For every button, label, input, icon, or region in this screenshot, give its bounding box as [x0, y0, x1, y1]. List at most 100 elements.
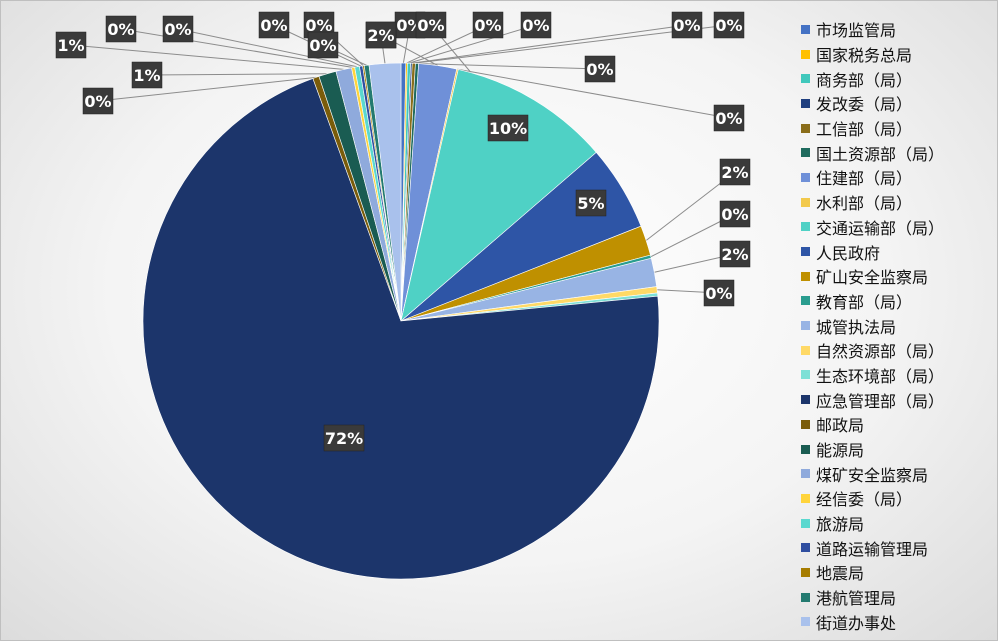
legend-swatch-7	[801, 197, 810, 207]
legend-item-14: 生态环境部（局）	[801, 363, 996, 388]
legend-item-18: 煤矿安全监察局	[801, 461, 996, 486]
legend-label-21: 道路运输管理局	[816, 539, 929, 559]
data-label-box-20	[162, 15, 194, 43]
data-label-text-2: 0%	[522, 16, 549, 35]
legend-label-20: 旅游局	[816, 515, 865, 535]
legend-label-12: 城管执法局	[816, 317, 897, 337]
legend-item-15: 应急管理部（局）	[801, 387, 996, 412]
legend-swatch-17	[801, 444, 810, 454]
data-label-box-21	[258, 11, 290, 39]
data-label-box-14	[415, 11, 447, 39]
legend-swatch-5	[801, 148, 810, 158]
leader-line-19	[120, 28, 354, 68]
legend-swatch-13	[801, 345, 810, 355]
leader-line-2	[408, 24, 537, 64]
data-label-box-1	[472, 11, 504, 39]
data-label-17: 1%	[131, 61, 163, 89]
legend-item-6: 住建部（局）	[801, 165, 996, 190]
legend-swatch-10	[801, 271, 810, 281]
data-label-text-5: 0%	[586, 60, 613, 79]
data-label-text-15: 72%	[325, 429, 363, 448]
data-label-text-23: 0%	[309, 36, 336, 55]
data-label-10: 2%	[719, 158, 751, 186]
legend-item-22: 地震局	[801, 560, 996, 585]
legend-label-23: 港航管理局	[816, 589, 897, 609]
legend-item-9: 人民政府	[801, 239, 996, 264]
legend-label-19: 经信委（局）	[816, 490, 913, 510]
data-label-box-18	[55, 31, 87, 59]
legend-swatch-3	[801, 98, 810, 108]
data-label-box-13	[703, 279, 735, 307]
legend-label-16: 邮政局	[816, 416, 865, 436]
legend-label-18: 煤矿安全监察局	[816, 465, 929, 485]
data-label-text-19: 0%	[107, 20, 134, 39]
data-label-box-2	[520, 11, 552, 39]
legend: 市场监管局 国家税务总局 商务部（局） 发改委（局） 工信部（局） 国土资源部（局） 住建部…	[801, 17, 996, 634]
legend-label-11: 教育部（局）	[816, 292, 913, 312]
data-label-1: 0%	[472, 11, 504, 39]
legend-label-6: 住建部（局）	[816, 169, 913, 189]
data-label-box-10	[719, 158, 751, 186]
legend-label-9: 人民政府	[816, 243, 881, 263]
data-label-text-16: 0%	[84, 92, 111, 111]
data-label-text-20: 0%	[164, 20, 191, 39]
data-label-12: 2%	[719, 240, 751, 268]
data-label-15: 72%	[323, 424, 365, 452]
data-label-14: 0%	[415, 11, 447, 39]
data-label-text-17: 1%	[133, 66, 160, 85]
legend-label-5: 国土资源部（局）	[816, 144, 945, 164]
data-label-4: 0%	[713, 11, 745, 39]
data-label-box-4	[713, 11, 745, 39]
data-label-box-24	[365, 21, 397, 49]
data-label-text-4: 0%	[715, 16, 742, 35]
legend-swatch-6	[801, 172, 810, 182]
legend-swatch-2	[801, 74, 810, 84]
legend-swatch-20	[801, 518, 810, 528]
leader-line-7	[457, 68, 730, 119]
leader-line-16	[97, 76, 317, 102]
legend-label-2: 商务部（局）	[816, 70, 913, 90]
data-label-box-23	[307, 31, 339, 59]
data-label-box-7	[713, 104, 745, 132]
pie-slices	[142, 62, 660, 580]
legend-label-1: 国家税务总局	[816, 46, 913, 66]
legend-label-7: 水利部（局）	[816, 194, 913, 214]
legend-item-11: 教育部（局）	[801, 289, 996, 314]
legend-item-24: 街道办事处	[801, 610, 996, 635]
legend-label-13: 自然资源部（局）	[816, 342, 945, 362]
legend-item-21: 道路运输管理局	[801, 535, 996, 560]
data-label-text-12: 2%	[721, 245, 748, 264]
data-label-8: 10%	[487, 114, 529, 142]
legend-item-10: 矿山安全监察局	[801, 264, 996, 289]
legend-swatch-16	[801, 419, 810, 429]
data-label-3: 0%	[671, 11, 703, 39]
legend-item-7: 水利部（局）	[801, 190, 996, 215]
legend-swatch-21	[801, 543, 810, 553]
data-label-13: 0%	[703, 279, 735, 307]
legend-swatch-14	[801, 370, 810, 380]
leader-line-5	[416, 63, 601, 70]
data-label-box-3	[671, 11, 703, 39]
legend-swatch-8	[801, 222, 810, 232]
data-label-text-1: 0%	[474, 16, 501, 35]
data-label-box-19	[105, 15, 137, 43]
legend-item-12: 城管执法局	[801, 313, 996, 338]
legend-item-1: 国家税务总局	[801, 42, 996, 67]
legend-swatch-24	[801, 617, 810, 627]
legend-label-10: 矿山安全监察局	[816, 268, 929, 288]
data-label-24: 2%	[365, 21, 397, 49]
data-label-text-3: 0%	[673, 16, 700, 35]
data-label-text-8: 10%	[489, 119, 527, 138]
legend-swatch-4	[801, 123, 810, 133]
pie-slice-8	[400, 69, 597, 322]
legend-swatch-15	[801, 395, 810, 405]
pie-slice-15	[142, 78, 660, 580]
data-label-11: 0%	[719, 200, 751, 228]
legend-label-3: 发改委（局）	[816, 95, 913, 115]
legend-item-19: 经信委（局）	[801, 486, 996, 511]
data-labels: 0%0%0%0%0%0%2%0%10%5%2%0%2%0%0%72%0%1%1%…	[55, 11, 751, 452]
legend-label-4: 工信部（局）	[816, 120, 913, 140]
legend-item-4: 工信部（局）	[801, 116, 996, 141]
data-label-box-9	[575, 189, 607, 217]
legend-item-8: 交通运输部（局）	[801, 215, 996, 240]
